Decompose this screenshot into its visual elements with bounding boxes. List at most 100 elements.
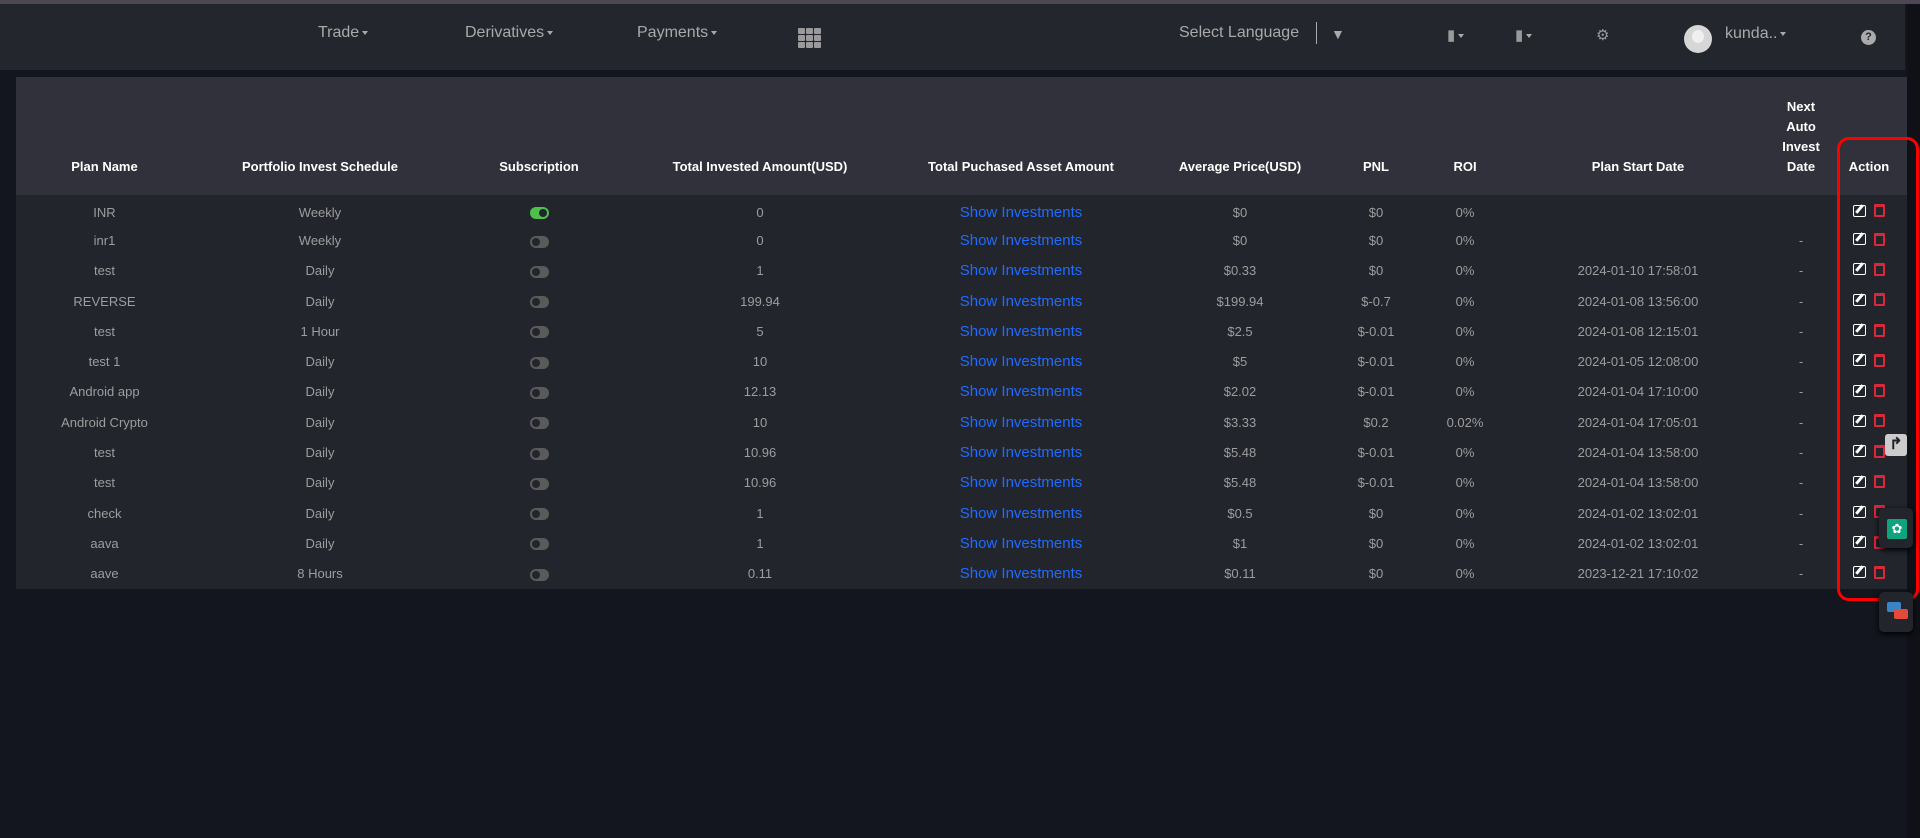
edit-icon[interactable]: [1853, 536, 1866, 549]
trash-icon[interactable]: [1874, 293, 1885, 307]
trash-icon[interactable]: [1874, 444, 1885, 458]
page-scrollbar[interactable]: [1907, 4, 1920, 838]
edit-icon[interactable]: [1853, 293, 1866, 306]
plan-start-date: 2024-01-05 12:08:00: [1505, 346, 1771, 377]
subscription-toggle[interactable]: [529, 326, 549, 339]
share-icon[interactable]: ↱: [1885, 434, 1907, 456]
subscription-toggle[interactable]: [529, 508, 549, 521]
nav-trade[interactable]: Trade: [318, 24, 369, 42]
edit-icon[interactable]: [1853, 475, 1866, 488]
average-price: $0: [1153, 195, 1327, 226]
show-investments-link[interactable]: Show Investments: [959, 413, 1083, 431]
subscription-toggle[interactable]: [529, 296, 549, 309]
plan-start-date: 2024-01-04 13:58:00: [1505, 467, 1771, 498]
subscription-toggle[interactable]: [529, 447, 549, 460]
gear-icon[interactable]: ⚙: [1596, 27, 1610, 44]
roi: 0%: [1425, 225, 1505, 256]
edit-icon[interactable]: [1853, 384, 1866, 397]
total-invested: 10.96: [631, 467, 889, 498]
edit-icon[interactable]: [1853, 204, 1866, 217]
show-investments-link[interactable]: Show Investments: [959, 231, 1083, 249]
trash-icon[interactable]: [1874, 232, 1885, 246]
show-investments-link[interactable]: Show Investments: [959, 353, 1083, 371]
subscription-toggle[interactable]: [529, 265, 549, 278]
average-price: $5.48: [1153, 467, 1327, 498]
purchased-cell: Show Investments: [889, 558, 1153, 589]
trash-icon[interactable]: [1874, 475, 1885, 489]
roi: 0%: [1425, 195, 1505, 226]
help-icon[interactable]: ?: [1861, 30, 1876, 45]
edit-icon[interactable]: [1853, 263, 1866, 276]
apps-grid-icon[interactable]: [798, 28, 821, 48]
edit-icon[interactable]: [1853, 505, 1866, 518]
pnl: $-0.7: [1327, 285, 1425, 317]
user-menu[interactable]: kunda..: [1725, 25, 1787, 43]
subscription-toggle[interactable]: [529, 538, 549, 551]
avatar[interactable]: [1684, 25, 1712, 53]
edit-icon[interactable]: [1853, 445, 1866, 458]
trash-icon[interactable]: [1874, 204, 1885, 218]
subscription-cell: [447, 407, 631, 438]
show-investments-link[interactable]: Show Investments: [959, 474, 1083, 492]
pnl: $0: [1327, 225, 1425, 256]
nav-payments[interactable]: Payments: [637, 24, 718, 42]
plans-table: Plan Name Portfolio Invest Schedule Subscr…: [16, 77, 1907, 589]
pnl: $-0.01: [1327, 437, 1425, 468]
select-language[interactable]: Select Language: [1179, 24, 1300, 41]
show-investments-link[interactable]: Show Investments: [959, 565, 1083, 583]
table-row: test 1 Daily 10 Show Investments $5 $-0.01 0% 2…: [16, 346, 1907, 377]
subscription-toggle[interactable]: [529, 417, 549, 430]
purchased-cell: Show Investments: [889, 407, 1153, 438]
subscription-toggle[interactable]: [529, 235, 549, 248]
trash-icon[interactable]: [1874, 353, 1885, 367]
show-investments-link[interactable]: Show Investments: [959, 203, 1083, 221]
roi: 0%: [1425, 255, 1505, 286]
plan-name: REVERSE: [16, 285, 193, 317]
invest-schedule: 8 Hours: [193, 558, 447, 589]
plan-name: check: [16, 497, 193, 529]
trash-icon[interactable]: [1874, 323, 1885, 337]
subscription-cell: [447, 195, 631, 226]
column-header: Portfolio Invest Schedule: [193, 77, 447, 195]
pnl: $0: [1327, 558, 1425, 589]
table-row: aava Daily 1 Show Investments $1 $0 0% 2024-01-…: [16, 528, 1907, 559]
subscription-toggle[interactable]: [529, 207, 549, 220]
wallet-icon[interactable]: ▮: [1515, 26, 1533, 44]
subscription-cell: [447, 285, 631, 317]
show-investments-link[interactable]: Show Investments: [959, 534, 1083, 552]
plan-name: test: [16, 437, 193, 468]
edit-icon[interactable]: [1853, 354, 1866, 367]
username: kunda..: [1725, 25, 1778, 42]
next-auto-invest-date: -: [1771, 376, 1831, 408]
subscription-toggle[interactable]: [529, 356, 549, 369]
show-investments-link[interactable]: Show Investments: [959, 292, 1083, 310]
table-row: test Daily 1 Show Investments $0.33 $0 0% 2024-…: [16, 255, 1907, 286]
action-cell: [1831, 467, 1907, 498]
subscription-toggle[interactable]: [529, 477, 549, 490]
trash-icon[interactable]: [1874, 414, 1885, 428]
show-investments-link[interactable]: Show Investments: [959, 262, 1083, 280]
edit-icon[interactable]: [1853, 324, 1866, 337]
language-dropdown-arrow-icon[interactable]: ▼: [1331, 26, 1345, 42]
show-investments-link[interactable]: Show Investments: [959, 322, 1083, 340]
trash-icon[interactable]: [1874, 565, 1885, 579]
caret-down-icon: [1780, 31, 1787, 36]
edit-icon[interactable]: [1853, 566, 1866, 579]
invest-schedule: Daily: [193, 346, 447, 377]
show-investments-link[interactable]: Show Investments: [959, 383, 1083, 401]
table-row: check Daily 1 Show Investments $0.5 $0 0% 2024-…: [16, 497, 1907, 529]
subscription-cell: [447, 528, 631, 559]
nav-derivatives[interactable]: Derivatives: [465, 24, 554, 42]
edit-icon[interactable]: [1853, 414, 1866, 427]
subscription-toggle[interactable]: [529, 568, 549, 581]
book-icon[interactable]: ▮: [1447, 26, 1465, 44]
edit-icon[interactable]: [1853, 233, 1866, 246]
subscription-toggle[interactable]: [529, 386, 549, 399]
trash-icon[interactable]: [1874, 262, 1885, 276]
trash-icon[interactable]: [1874, 384, 1885, 398]
show-investments-link[interactable]: Show Investments: [959, 504, 1083, 522]
show-investments-link[interactable]: Show Investments: [959, 444, 1083, 462]
chatgpt-icon[interactable]: ✿: [1887, 519, 1907, 539]
table-row: aave 8 Hours 0.11 Show Investments $0.11 $0 0%…: [16, 558, 1907, 589]
purchased-cell: Show Investments: [889, 195, 1153, 226]
